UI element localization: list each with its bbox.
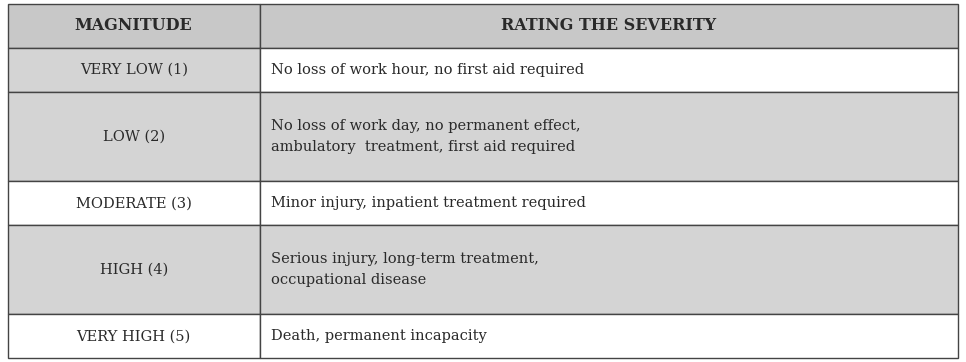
Bar bbox=[8, 181, 260, 225]
Bar bbox=[8, 225, 260, 314]
Bar bbox=[8, 92, 260, 181]
Bar bbox=[260, 48, 958, 92]
Bar bbox=[260, 225, 958, 314]
Text: HIGH (4): HIGH (4) bbox=[99, 263, 168, 277]
Text: RATING THE SEVERITY: RATING THE SEVERITY bbox=[501, 17, 717, 34]
Text: Serious injury, long-term treatment,
occupational disease: Serious injury, long-term treatment, occ… bbox=[271, 252, 539, 287]
Bar bbox=[260, 314, 958, 358]
Bar bbox=[8, 4, 260, 48]
Text: Death, permanent incapacity: Death, permanent incapacity bbox=[271, 329, 487, 343]
Text: Minor injury, inpatient treatment required: Minor injury, inpatient treatment requir… bbox=[271, 196, 586, 210]
Bar bbox=[8, 314, 260, 358]
Text: VERY HIGH (5): VERY HIGH (5) bbox=[76, 329, 191, 343]
Bar bbox=[8, 48, 260, 92]
Bar bbox=[260, 181, 958, 225]
Text: LOW (2): LOW (2) bbox=[102, 130, 165, 144]
Text: VERY LOW (1): VERY LOW (1) bbox=[79, 63, 187, 77]
Text: MAGNITUDE: MAGNITUDE bbox=[74, 17, 192, 34]
Bar bbox=[260, 4, 958, 48]
Text: No loss of work day, no permanent effect,
ambulatory  treatment, first aid requi: No loss of work day, no permanent effect… bbox=[271, 119, 581, 154]
Bar bbox=[260, 92, 958, 181]
Text: No loss of work hour, no first aid required: No loss of work hour, no first aid requi… bbox=[271, 63, 584, 77]
Text: MODERATE (3): MODERATE (3) bbox=[75, 196, 191, 210]
